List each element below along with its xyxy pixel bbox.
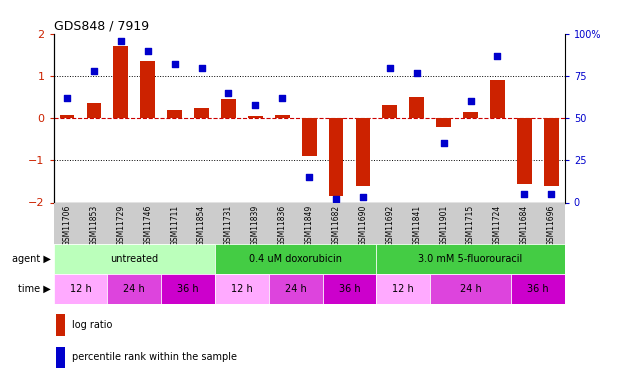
Text: GSM11901: GSM11901 <box>439 205 448 246</box>
Bar <box>517 118 532 183</box>
Bar <box>107 274 162 304</box>
Bar <box>194 108 209 118</box>
Bar <box>269 274 322 304</box>
Bar <box>215 274 269 304</box>
Bar <box>511 274 565 304</box>
Bar <box>54 244 215 274</box>
Bar <box>356 118 370 186</box>
Text: untreated: untreated <box>110 254 158 264</box>
Text: 24 h: 24 h <box>285 284 307 294</box>
Text: time ▶: time ▶ <box>18 284 50 294</box>
Bar <box>490 80 505 118</box>
Point <box>170 61 180 67</box>
Text: GSM11836: GSM11836 <box>278 205 286 246</box>
Text: GSM11706: GSM11706 <box>62 205 71 246</box>
Text: GDS848 / 7919: GDS848 / 7919 <box>54 20 149 33</box>
Text: GSM11684: GSM11684 <box>520 205 529 246</box>
Text: percentile rank within the sample: percentile rank within the sample <box>71 352 237 362</box>
Text: GSM11715: GSM11715 <box>466 205 475 246</box>
Bar <box>436 118 451 127</box>
Point <box>62 95 72 101</box>
Text: agent ▶: agent ▶ <box>11 254 50 264</box>
Bar <box>167 110 182 118</box>
Point <box>492 53 502 59</box>
Text: GSM11746: GSM11746 <box>143 205 152 246</box>
Text: 12 h: 12 h <box>69 284 91 294</box>
Bar <box>377 244 565 274</box>
Point <box>251 102 261 108</box>
Bar <box>463 112 478 118</box>
Text: log ratio: log ratio <box>71 320 112 330</box>
Bar <box>248 116 262 118</box>
Text: 36 h: 36 h <box>177 284 199 294</box>
Bar <box>221 99 236 118</box>
Text: GSM11849: GSM11849 <box>305 205 314 246</box>
Point <box>412 70 422 76</box>
Text: 3.0 mM 5-fluorouracil: 3.0 mM 5-fluorouracil <box>418 254 522 264</box>
Bar <box>56 314 66 336</box>
Point <box>439 141 449 147</box>
Text: 36 h: 36 h <box>527 284 549 294</box>
Bar <box>322 274 377 304</box>
Text: 0.4 uM doxorubicin: 0.4 uM doxorubicin <box>249 254 342 264</box>
Text: GSM11696: GSM11696 <box>547 205 556 246</box>
Text: 24 h: 24 h <box>460 284 481 294</box>
Bar <box>60 115 74 118</box>
Text: GSM11841: GSM11841 <box>412 205 422 246</box>
Text: GSM11724: GSM11724 <box>493 205 502 246</box>
Bar <box>140 61 155 118</box>
Point <box>519 191 529 197</box>
Text: 12 h: 12 h <box>231 284 253 294</box>
Text: 36 h: 36 h <box>339 284 360 294</box>
Bar <box>54 274 107 304</box>
Text: GSM11711: GSM11711 <box>170 205 179 246</box>
Point <box>358 194 368 200</box>
Point <box>331 196 341 202</box>
Point <box>304 174 314 180</box>
Text: GSM11839: GSM11839 <box>251 205 260 246</box>
Bar <box>86 104 102 118</box>
Text: GSM11731: GSM11731 <box>224 205 233 246</box>
Bar <box>302 118 317 156</box>
Text: GSM11692: GSM11692 <box>386 205 394 246</box>
Text: 12 h: 12 h <box>392 284 414 294</box>
Point <box>466 98 476 104</box>
Point <box>277 95 287 101</box>
Text: GSM11854: GSM11854 <box>197 205 206 246</box>
Point <box>116 38 126 44</box>
Text: GSM11682: GSM11682 <box>332 205 341 246</box>
Text: GSM11853: GSM11853 <box>90 205 98 246</box>
Bar <box>56 346 66 368</box>
Point <box>143 48 153 54</box>
Point <box>223 90 233 96</box>
Text: GSM11729: GSM11729 <box>116 205 126 246</box>
Bar <box>162 274 215 304</box>
Point <box>546 191 557 197</box>
Bar <box>114 46 128 118</box>
Bar <box>410 97 424 118</box>
Point <box>196 64 206 70</box>
Bar <box>275 115 290 118</box>
Text: 24 h: 24 h <box>124 284 145 294</box>
Bar <box>382 105 398 118</box>
Point <box>89 68 99 74</box>
Text: GSM11690: GSM11690 <box>358 205 367 246</box>
Bar <box>329 118 343 196</box>
Bar <box>377 274 430 304</box>
Bar <box>544 118 558 186</box>
Point <box>385 64 395 70</box>
Bar <box>215 244 377 274</box>
Bar <box>430 274 511 304</box>
